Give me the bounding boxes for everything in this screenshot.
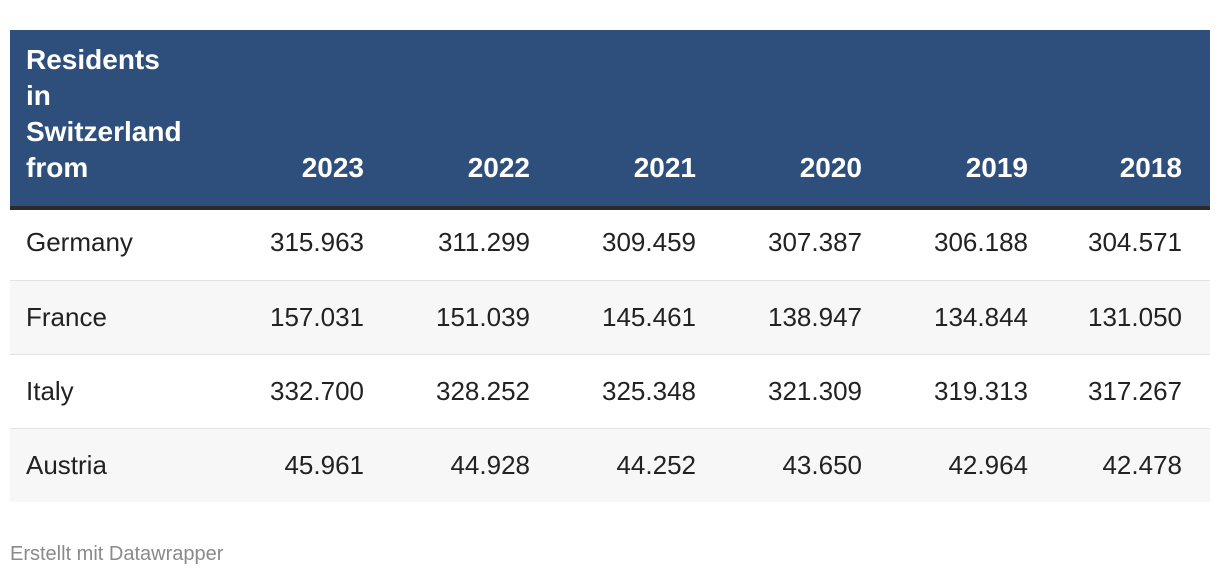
header-year: 2018 xyxy=(1119,152,1182,183)
country-cell: Austria xyxy=(10,427,210,502)
value-cell: 321.309 xyxy=(708,353,874,428)
header-line: from xyxy=(26,152,89,183)
value-cell: 151.039 xyxy=(376,279,542,354)
header-year: 2021 xyxy=(633,152,696,183)
table-row: France 157.031 151.039 145.461 138.947 134.84… xyxy=(10,279,1210,354)
table-row: Germany 315.963 311.299 309.459 307.387 306.1… xyxy=(10,206,1210,280)
value-cell: 325.348 xyxy=(542,353,708,428)
value-cell: 42.964 xyxy=(874,427,1040,502)
value-cell: 134.844 xyxy=(874,279,1040,354)
value-cell: 304.571 xyxy=(1088,227,1182,258)
value-cell: 328.252 xyxy=(376,353,542,428)
header-line: in xyxy=(26,80,51,111)
value-cell: 332.700 xyxy=(210,353,376,428)
header-year: 2023 xyxy=(301,152,364,183)
value-cell: 44.252 xyxy=(542,427,708,502)
value-cell: 315.963 xyxy=(270,227,364,258)
residents-table: Residents in Switzerland from 2023 2022 … xyxy=(10,30,1210,502)
table-header: Residents in Switzerland from 2023 2022 … xyxy=(10,30,1210,206)
value-cell: 145.461 xyxy=(542,279,708,354)
value-cell: 309.459 xyxy=(602,227,696,258)
value-cell: 157.031 xyxy=(210,279,376,354)
value-cell: 42.478 xyxy=(1040,427,1210,502)
header-year: 2020 xyxy=(799,152,862,183)
header-line: Residents xyxy=(26,44,160,75)
value-cell: 317.267 xyxy=(1040,353,1210,428)
header-year: 2022 xyxy=(467,152,530,183)
country-cell: Germany xyxy=(26,227,133,258)
country-cell: Italy xyxy=(10,353,210,428)
value-cell: 319.313 xyxy=(874,353,1040,428)
value-cell: 45.961 xyxy=(210,427,376,502)
table-body: Germany 315.963 311.299 309.459 307.387 306.1… xyxy=(10,206,1210,502)
header-row: Residents in Switzerland from 2023 2022 … xyxy=(10,30,1210,206)
header-first-column: Residents in Switzerland from xyxy=(10,30,210,206)
data-table-container: Residents in Switzerland from 2023 2022 … xyxy=(10,30,1210,502)
value-cell: 43.650 xyxy=(708,427,874,502)
table-row: Austria 45.961 44.928 44.252 43.650 42.964 42.… xyxy=(10,427,1210,502)
value-cell: 311.299 xyxy=(437,227,530,258)
value-cell: 138.947 xyxy=(708,279,874,354)
value-cell: 306.188 xyxy=(934,227,1028,258)
header-divider xyxy=(10,206,1210,210)
value-cell: 44.928 xyxy=(376,427,542,502)
header-year: 2019 xyxy=(965,152,1028,183)
value-cell: 131.050 xyxy=(1040,279,1210,354)
header-line: Switzerland xyxy=(26,116,182,147)
country-cell: France xyxy=(10,279,210,354)
datawrapper-credit: Erstellt mit Datawrapper xyxy=(10,543,224,565)
value-cell: 307.387 xyxy=(768,227,862,258)
table-row: Italy 332.700 328.252 325.348 321.309 319.313… xyxy=(10,353,1210,428)
